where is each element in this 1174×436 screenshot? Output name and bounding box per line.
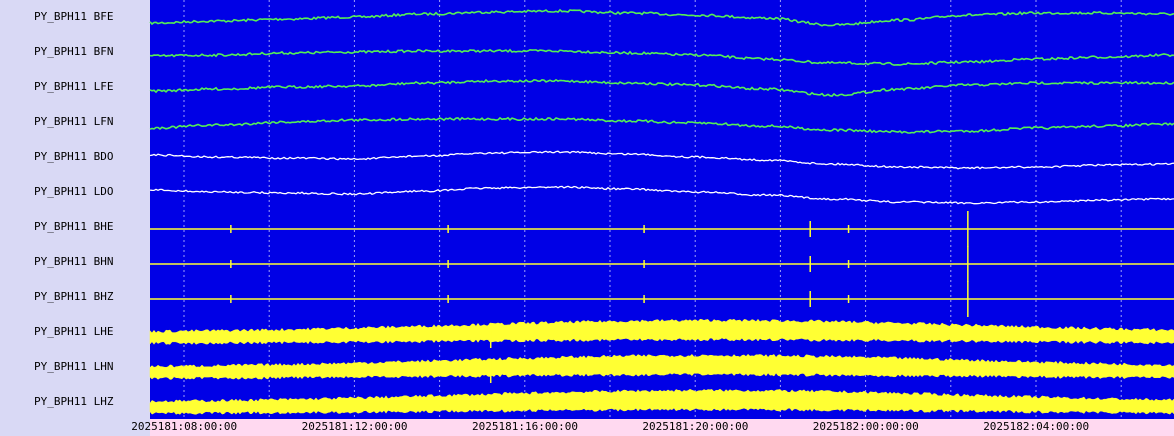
channel-label: PY_BPH11 LHE bbox=[34, 325, 114, 338]
time-tick-label: 2025181:20:00:00 bbox=[642, 420, 749, 433]
trace-lfn bbox=[149, 116, 1174, 134]
time-tick-label: 2025181:08:00:00 bbox=[131, 420, 238, 433]
channel-label: PY_BPH11 LFE bbox=[34, 80, 114, 93]
time-tick-label: 2025182:00:00:00 bbox=[812, 420, 919, 433]
channel-label: PY_BPH11 BHN bbox=[34, 255, 114, 268]
channel-label: PY_BPH11 LFN bbox=[34, 115, 114, 128]
channel-label-panel: PY_BPH11 BFE PY_BPH11 BFN PY_BPH11 LFE PY_B… bbox=[0, 0, 150, 419]
channel-label: PY_BPH11 BHE bbox=[34, 220, 114, 233]
channel-label: PY_BPH11 BFN bbox=[34, 45, 114, 58]
trace-bfn bbox=[149, 48, 1174, 66]
channel-label: PY_BPH11 LDO bbox=[34, 185, 114, 198]
channel-label: PY_BPH11 BFE bbox=[34, 10, 114, 23]
channel-label: PY_BPH11 BDO bbox=[34, 150, 114, 163]
channel-label: PY_BPH11 BHZ bbox=[34, 290, 114, 303]
trace-lhz bbox=[149, 388, 1174, 415]
trace-lfe bbox=[149, 78, 1174, 97]
waveform-plot bbox=[149, 0, 1174, 419]
trace-ldo bbox=[149, 185, 1174, 205]
time-axis: 2025181:08:00:00 2025181:12:00:00 2025181:… bbox=[131, 419, 1174, 436]
trace-bdo bbox=[149, 150, 1174, 170]
channel-label: PY_BPH11 LHN bbox=[34, 360, 114, 373]
time-tick-label: 2025182:04:00:00 bbox=[983, 420, 1090, 433]
plot-background bbox=[150, 0, 1174, 419]
trace-bfe bbox=[149, 8, 1174, 27]
channel-label: PY_BPH11 LHZ bbox=[34, 395, 114, 408]
time-tick-label: 2025181:16:00:00 bbox=[472, 420, 578, 433]
time-tick-label: 2025181:12:00:00 bbox=[301, 420, 408, 433]
